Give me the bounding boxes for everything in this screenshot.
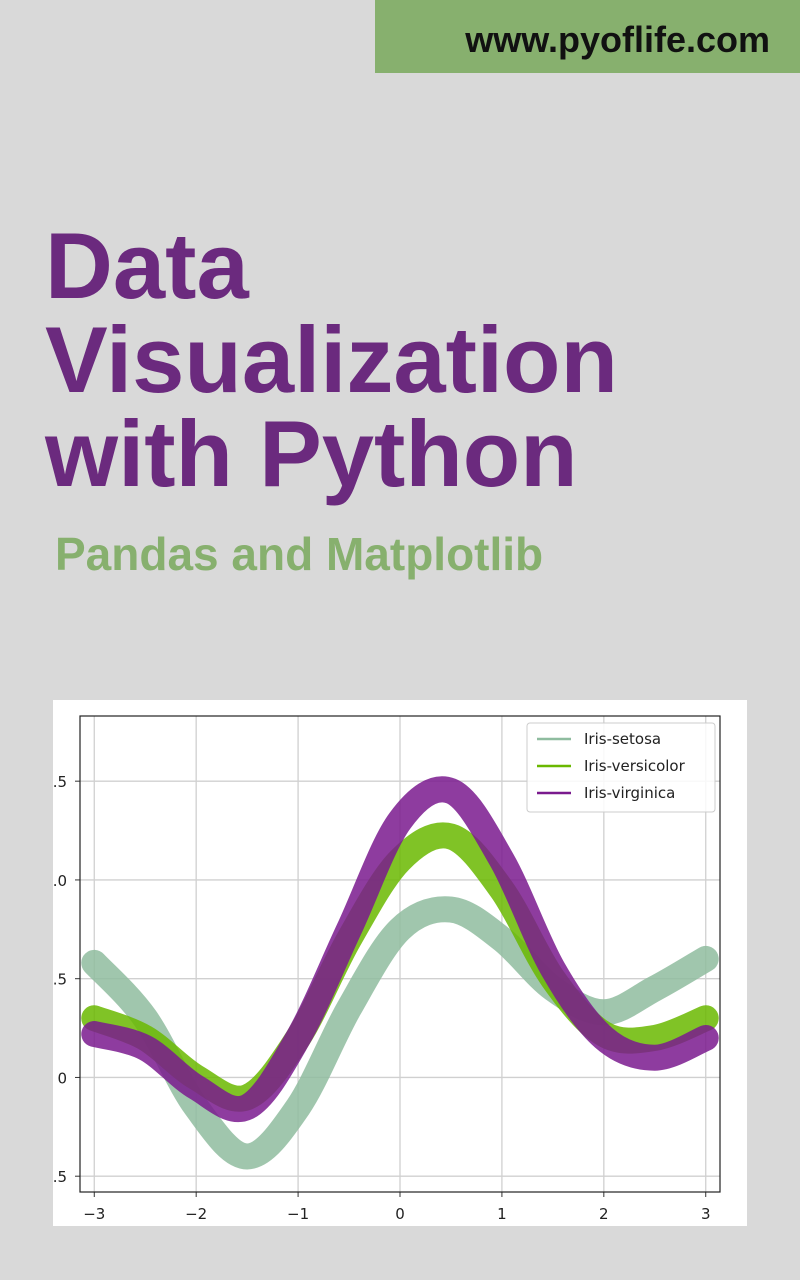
x-tick-label: 2	[599, 1205, 609, 1223]
x-tick-label: 1	[497, 1205, 507, 1223]
x-tick-label: −3	[83, 1205, 105, 1223]
x-tick-label: 3	[701, 1205, 711, 1223]
x-tick-label: 0	[395, 1205, 405, 1223]
y-tick-label: .5	[53, 773, 67, 791]
curve	[81, 896, 719, 1170]
curve	[81, 776, 719, 1122]
legend-label: Iris-virginica	[584, 784, 675, 802]
url-banner	[375, 0, 800, 73]
subtitle: Pandas and Matplotlib	[55, 528, 543, 580]
y-tick-label: .5	[53, 1168, 67, 1186]
title-line: Visualization	[45, 307, 618, 412]
title-line: Data	[45, 213, 249, 318]
y-tick-label: .5	[53, 971, 67, 989]
x-tick-label: −1	[287, 1205, 309, 1223]
title-line: with Python	[44, 401, 578, 506]
y-tick-label: .0	[53, 872, 67, 890]
legend-label: Iris-versicolor	[584, 757, 686, 775]
url: www.pyoflife.com	[464, 19, 770, 60]
legend-box	[526, 722, 716, 813]
legend-label: Iris-setosa	[584, 730, 661, 748]
x-tick-label: −2	[185, 1205, 207, 1223]
plot-frame	[79, 715, 721, 1193]
y-tick-label: 0	[57, 1069, 67, 1087]
